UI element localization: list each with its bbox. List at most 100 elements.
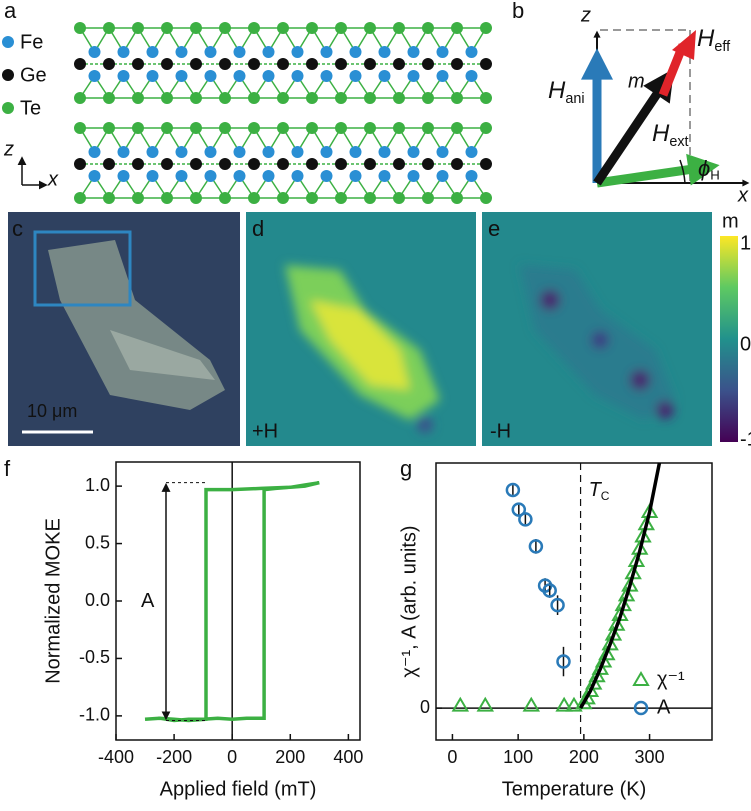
point	[522, 696, 541, 712]
atom-fe	[378, 46, 391, 58]
x-tick-label: 0	[227, 747, 237, 767]
colorbar	[720, 236, 738, 442]
point	[591, 659, 610, 675]
atom-ge	[306, 58, 318, 70]
vector-label: Hani	[548, 77, 585, 107]
atom-fe	[378, 170, 391, 182]
atom-ge	[74, 58, 86, 70]
atom-ge	[335, 58, 347, 70]
atom-fe	[146, 70, 159, 82]
y-tick-label: 0.5	[85, 532, 110, 552]
atom-ge	[277, 158, 289, 170]
vector-head	[686, 153, 720, 186]
colorbar-tick: 1	[740, 232, 751, 254]
panel-label: f	[4, 456, 11, 481]
atom-te	[103, 22, 115, 34]
atom-te	[451, 92, 463, 104]
atom-fe	[88, 70, 101, 82]
point	[476, 696, 495, 712]
atom-te	[103, 192, 115, 204]
atom-fe	[436, 170, 449, 182]
atom-fe	[262, 46, 275, 58]
atom-fe	[175, 170, 188, 182]
colorbar-tick: -1	[740, 428, 751, 450]
atom-ge	[132, 158, 144, 170]
atom-te	[103, 122, 115, 134]
legend-label: Te	[20, 97, 41, 119]
atom-te	[451, 22, 463, 34]
legend-dot	[2, 102, 14, 114]
x-tick-label: 200	[569, 747, 599, 767]
atom-te	[393, 122, 405, 134]
atom-fe	[262, 170, 275, 182]
atom-te	[335, 92, 347, 104]
atom-ge	[248, 58, 260, 70]
vector-label-sub: eff	[714, 39, 731, 55]
y-tick-label: 0	[420, 697, 430, 717]
atom-fe	[378, 70, 391, 82]
annotation: TC	[589, 479, 610, 503]
atom-fe	[320, 46, 333, 58]
atom-ge	[190, 58, 202, 70]
atom-ge	[132, 58, 144, 70]
point	[584, 674, 603, 690]
atom-te	[277, 22, 289, 34]
atom-fe	[117, 146, 130, 158]
x-tick-label: 0	[447, 747, 457, 767]
vector-label: m	[628, 70, 645, 92]
moke-image-plus	[246, 212, 476, 446]
axis-label: x	[737, 184, 749, 206]
atom-te	[364, 122, 376, 134]
atom-ge	[161, 158, 173, 170]
atom-ge	[103, 158, 115, 170]
atom-ge	[103, 58, 115, 70]
vector-label-main: H	[652, 120, 670, 147]
atom-te	[422, 122, 434, 134]
atom-fe	[291, 146, 304, 158]
atom-fe	[291, 170, 304, 182]
atom-te	[364, 92, 376, 104]
atom-ge	[190, 158, 202, 170]
atom-fe	[117, 170, 130, 182]
point	[598, 645, 616, 661]
atom-te	[306, 22, 318, 34]
point	[556, 654, 571, 669]
image-label: -H	[490, 420, 511, 442]
atom-fe	[291, 70, 304, 82]
atom-te	[190, 122, 202, 134]
atom-fe	[233, 170, 246, 182]
atom-te	[335, 22, 347, 34]
colorbar-tick: 0	[740, 333, 751, 355]
atom-fe	[349, 46, 362, 58]
atom-te	[480, 122, 492, 134]
atom-te	[422, 22, 434, 34]
point	[601, 635, 619, 651]
atom-fe	[349, 170, 362, 182]
atom-te	[306, 192, 318, 204]
atom-te	[393, 22, 405, 34]
atom-fe	[233, 46, 246, 58]
atom-ge	[335, 158, 347, 170]
x-tick-label: 100	[503, 747, 533, 767]
atom-fe	[204, 70, 217, 82]
atom-te	[219, 92, 231, 104]
x-tick-label: 200	[275, 747, 305, 767]
atom-te	[132, 192, 144, 204]
x-axis-label: Temperature (K)	[502, 778, 647, 800]
atom-ge	[364, 58, 376, 70]
atom-fe	[146, 170, 159, 182]
atom-te	[364, 22, 376, 34]
atom-te	[277, 122, 289, 134]
y-tick-label: 0.0	[85, 590, 110, 610]
atom-te	[190, 22, 202, 34]
atom-te	[74, 22, 86, 34]
scale-bar-label: 10 μm	[27, 401, 77, 421]
atom-fe	[262, 146, 275, 158]
vector-head	[593, 30, 601, 38]
atom-te	[132, 122, 144, 134]
atom-fe	[378, 146, 391, 158]
atom-te	[190, 92, 202, 104]
point	[565, 696, 583, 712]
panel-label: b	[512, 0, 524, 23]
atom-ge	[422, 158, 434, 170]
